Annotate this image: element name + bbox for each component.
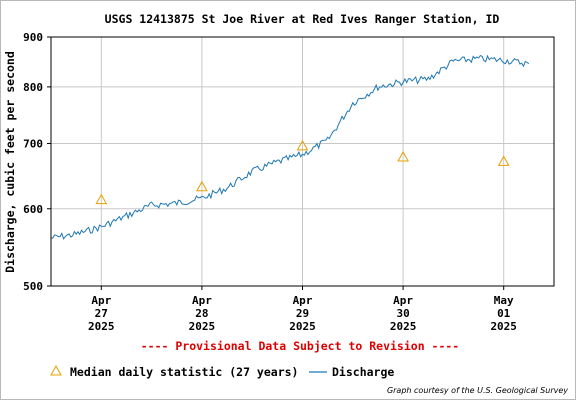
chart-title: USGS 12413875 St Joe River at Red Ives R…: [105, 12, 500, 26]
x-tick-label: Apr: [393, 294, 413, 307]
x-tick-label: 2025: [189, 320, 216, 333]
y-tick-label: 900: [23, 31, 43, 44]
discharge-line: [50, 54, 530, 240]
x-tick-label: Apr: [91, 294, 111, 307]
x-tick-label: May: [494, 294, 514, 307]
y-tick-label: 500: [23, 280, 43, 293]
plot-area-border: [50, 36, 555, 287]
y-axis-label: Discharge, cubic feet per second: [3, 51, 17, 273]
median-marker: [196, 180, 208, 192]
x-tick-label: 30: [396, 307, 409, 320]
series: [50, 54, 530, 240]
axes: 900800700600500Apr272025Apr282025Apr2920…: [23, 31, 517, 333]
grid: [51, 36, 554, 287]
median-marker: [397, 150, 409, 162]
x-tick-label: 2025: [289, 320, 316, 333]
legend-median-symbol: [50, 364, 62, 376]
median-marker: [296, 139, 309, 151]
provisional-note: ---- Provisional Data Subject to Revisio…: [141, 339, 460, 353]
x-tick-label: Apr: [293, 294, 313, 307]
y-tick-label: 800: [23, 81, 43, 94]
median-marker: [95, 193, 108, 205]
x-tick-label: 01: [497, 307, 511, 320]
y-tick-label: 600: [23, 203, 43, 216]
y-tick-label: 700: [23, 137, 43, 150]
x-tick-label: Apr: [192, 294, 212, 307]
x-tick-label: 2025: [390, 320, 417, 333]
x-tick-label: 2025: [490, 320, 517, 333]
x-tick-label: 2025: [88, 320, 115, 333]
usgs-credit: Graph courtesy of the U.S. Geological Su…: [387, 386, 568, 395]
x-tick-label: 28: [195, 307, 208, 320]
legend-median-label: Median daily statistic (27 years): [70, 365, 298, 379]
x-tick-label: 27: [95, 307, 108, 320]
median-marker: [497, 155, 510, 166]
legend: Median daily statistic (27 years) Discha…: [50, 364, 394, 379]
x-tick-label: 29: [296, 307, 309, 320]
legend-discharge-label: Discharge: [332, 365, 394, 379]
